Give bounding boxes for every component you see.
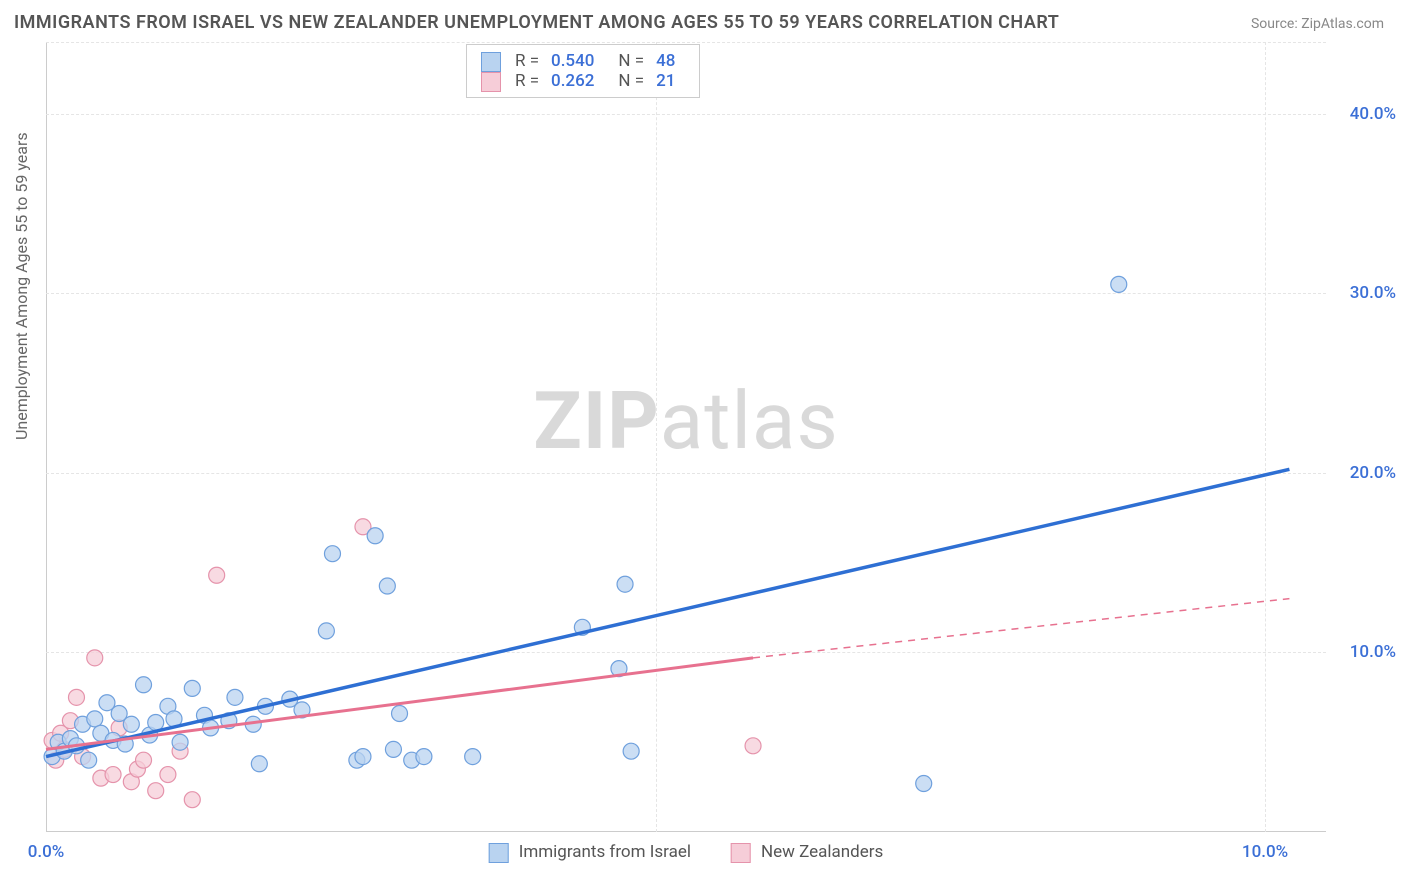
legend-label: New Zealanders — [761, 842, 883, 862]
legend-swatch — [481, 72, 501, 92]
data-point — [318, 623, 334, 639]
data-point — [355, 749, 371, 765]
data-point — [160, 767, 176, 783]
r-label: R = — [515, 51, 539, 71]
y-tick-label: 20.0% — [1350, 463, 1396, 483]
legend-swatch — [731, 843, 751, 863]
regression-line — [46, 469, 1289, 756]
data-point — [136, 677, 152, 693]
data-point — [385, 741, 401, 757]
x-tick-label: 0.0% — [28, 842, 65, 862]
data-point — [745, 738, 761, 754]
data-point — [227, 689, 243, 705]
series-legend: Immigrants from Israel New Zealanders — [489, 842, 884, 862]
data-point — [392, 706, 408, 722]
n-label: N = — [618, 51, 644, 71]
data-point — [184, 792, 200, 808]
legend-item: New Zealanders — [731, 842, 883, 862]
x-tick-label: 10.0% — [1242, 842, 1288, 862]
legend-label: Immigrants from Israel — [519, 842, 691, 862]
data-point — [623, 743, 639, 759]
y-tick-label: 40.0% — [1350, 104, 1396, 124]
chart-area: ZIPatlas R =0.540N =48R =0.262N =21 Immi… — [46, 42, 1326, 832]
data-point — [367, 528, 383, 544]
data-point — [1111, 276, 1127, 292]
data-point — [105, 767, 121, 783]
data-point — [68, 689, 84, 705]
plot-svg — [46, 42, 1326, 832]
n-value: 48 — [656, 51, 675, 71]
y-tick-label: 30.0% — [1350, 283, 1396, 303]
legend-stats-row: R = 0.540 N = 48 — [481, 51, 685, 71]
data-point — [81, 752, 97, 768]
data-point — [209, 567, 225, 583]
data-point — [916, 776, 932, 792]
r-value: 0.540 — [551, 51, 594, 71]
data-point — [184, 680, 200, 696]
legend-item: Immigrants from Israel — [489, 842, 691, 862]
data-point — [87, 650, 103, 666]
y-axis-label: Unemployment Among Ages 55 to 59 years — [12, 132, 31, 440]
data-point — [148, 714, 164, 730]
r-label: R = — [515, 71, 539, 91]
regression-stats-legend: R = 0.540 N = 48 R = 0.262 N = 21 — [466, 44, 700, 98]
data-point — [136, 752, 152, 768]
legend-swatch — [481, 52, 501, 72]
data-point — [87, 711, 103, 727]
data-point — [379, 578, 395, 594]
data-point — [251, 756, 267, 772]
legend-stats-row: R = 0.262 N = 21 — [481, 71, 685, 91]
data-point — [123, 716, 139, 732]
data-point — [172, 734, 188, 750]
r-value: 0.262 — [551, 71, 594, 91]
n-value: 21 — [656, 71, 675, 91]
n-label: N = — [618, 71, 644, 91]
regression-line-extrapolated — [753, 599, 1289, 658]
data-point — [416, 749, 432, 765]
legend-swatch — [489, 843, 509, 863]
y-tick-label: 10.0% — [1350, 642, 1396, 662]
regression-line — [46, 658, 753, 750]
data-point — [148, 783, 164, 799]
chart-title: IMMIGRANTS FROM ISRAEL VS NEW ZEALANDER … — [14, 12, 1059, 33]
data-point — [617, 576, 633, 592]
data-point — [465, 749, 481, 765]
data-point — [324, 546, 340, 562]
source-label: Source: ZipAtlas.com — [1251, 16, 1384, 32]
